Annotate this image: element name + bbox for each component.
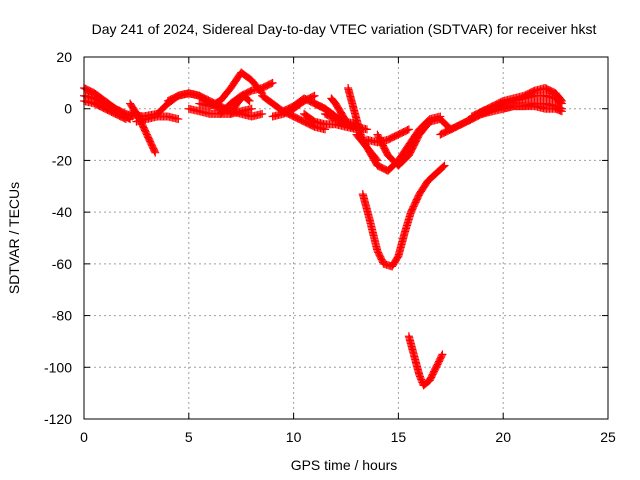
data-point <box>347 121 356 130</box>
x-tick-label: 0 <box>80 429 88 445</box>
data-point <box>174 115 183 124</box>
data-point <box>258 109 267 118</box>
series-track-18 <box>327 94 357 131</box>
x-tick-label: 15 <box>391 429 407 445</box>
series-track-29 <box>499 102 566 116</box>
x-tick-label: 25 <box>600 429 616 445</box>
series-track-11 <box>226 91 254 118</box>
data-point <box>438 350 447 359</box>
data-point <box>245 96 254 105</box>
y-tick-label: -100 <box>44 359 72 375</box>
y-tick-label: 20 <box>56 49 72 65</box>
data-point <box>437 351 446 360</box>
y-tick-label: 0 <box>64 101 72 117</box>
data-point <box>362 125 371 134</box>
data-point <box>150 147 159 156</box>
series-track-22 <box>373 115 455 170</box>
series-track-21 <box>362 125 413 147</box>
series-track-6 <box>132 112 183 126</box>
series-track-3 <box>80 96 130 124</box>
data-point <box>244 96 253 105</box>
y-tick-label: -40 <box>52 204 72 220</box>
series-track-24 <box>404 332 447 390</box>
data-point <box>267 79 276 88</box>
data-point <box>348 122 357 131</box>
data-point <box>310 91 319 100</box>
y-tick-label: -60 <box>52 256 72 272</box>
y-axis-label: SDTVAR / TECUs <box>6 182 22 294</box>
y-tick-label: -120 <box>44 411 72 427</box>
data-point <box>247 104 256 113</box>
series-track-4 <box>126 99 160 157</box>
y-tick-label: -20 <box>52 152 72 168</box>
x-tick-label: 5 <box>185 429 193 445</box>
series-track-23 <box>358 161 449 271</box>
data-points <box>80 68 566 390</box>
series-track-9 <box>195 68 267 111</box>
plot-border <box>83 56 609 420</box>
x-tick-label: 10 <box>286 429 302 445</box>
data-point <box>268 78 277 87</box>
data-point <box>440 161 449 170</box>
data-point <box>557 107 566 116</box>
data-point <box>403 126 412 135</box>
chart-title: Day 241 of 2024, Sidereal Day-to-day VTE… <box>92 21 597 37</box>
axis-ticks: 0 5 10 15 20 25 20 0 -20 -40 -60 -80 -100 -120 <box>44 49 616 445</box>
data-point <box>151 148 160 157</box>
x-axis-label: GPS time / hours <box>291 457 398 473</box>
y-tick-label: -80 <box>52 308 72 324</box>
data-point <box>439 162 448 171</box>
data-point <box>404 125 413 134</box>
data-point <box>120 114 129 123</box>
x-tick-label: 20 <box>495 429 511 445</box>
data-point <box>121 115 130 124</box>
